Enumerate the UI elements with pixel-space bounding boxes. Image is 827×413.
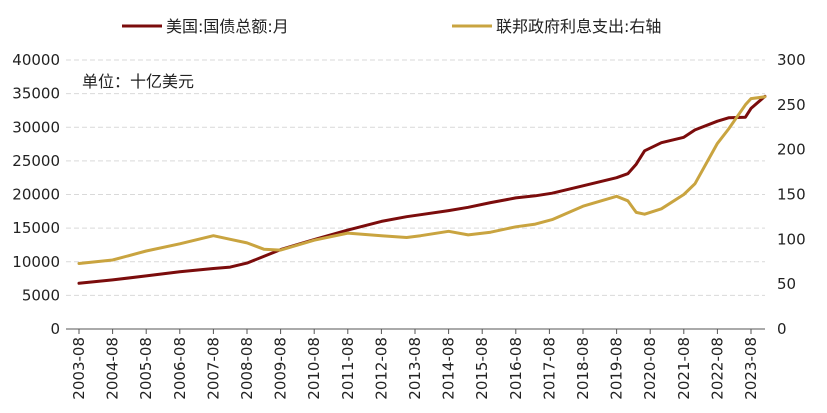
y-right-tick-label: 0 bbox=[777, 320, 787, 338]
y-right-tick-label: 150 bbox=[777, 186, 806, 204]
y-left-tick-label: 25000 bbox=[12, 152, 60, 170]
x-tick-label: 2014-08 bbox=[440, 337, 458, 400]
series-layer bbox=[77, 94, 767, 285]
unit-annotation: 单位：十亿美元 bbox=[82, 72, 194, 91]
y-right-tick-label: 300 bbox=[777, 51, 806, 69]
x-tick-label: 2019-08 bbox=[608, 337, 626, 400]
y-left-tick-label: 20000 bbox=[12, 186, 60, 204]
x-tick-label: 2021-08 bbox=[675, 337, 693, 400]
x-tick-label: 2012-08 bbox=[372, 337, 390, 400]
x-tick-label: 2009-08 bbox=[272, 337, 290, 400]
y-right-tick-label: 250 bbox=[777, 96, 806, 114]
x-tick-label: 2005-08 bbox=[137, 337, 155, 400]
legend-label: 美国:国债总额:月 bbox=[166, 17, 289, 36]
y-right-tick-label: 50 bbox=[777, 275, 796, 293]
y-left-tick-label: 35000 bbox=[12, 85, 60, 103]
x-tick-label: 2006-08 bbox=[171, 337, 189, 400]
x-tick-label: 2020-08 bbox=[641, 337, 659, 400]
y-right-tick-label: 100 bbox=[777, 230, 806, 248]
x-tick-label: 2017-08 bbox=[540, 337, 558, 400]
legend-label: 联邦政府利息支出:右轴 bbox=[496, 17, 661, 36]
y-left-tick-label: 30000 bbox=[12, 118, 60, 136]
y-left-tick-label: 5000 bbox=[22, 286, 60, 304]
series-line-debt bbox=[77, 94, 767, 285]
x-tick-label: 2007-08 bbox=[204, 337, 222, 400]
y-right-tick-label: 200 bbox=[777, 141, 806, 159]
gridlines bbox=[66, 59, 765, 296]
x-tick-label: 2016-08 bbox=[507, 337, 525, 400]
x-tick-label: 2008-08 bbox=[238, 337, 256, 400]
series-line-interest bbox=[77, 95, 767, 265]
x-tick-label: 2015-08 bbox=[473, 337, 491, 400]
x-tick-label: 2010-08 bbox=[305, 337, 323, 400]
y-left-tick-label: 15000 bbox=[12, 219, 60, 237]
legend: 美国:国债总额:月 联邦政府利息支出:右轴 bbox=[122, 17, 661, 36]
y-left-tick-label: 10000 bbox=[12, 253, 60, 271]
y-left-tick-label: 40000 bbox=[12, 51, 60, 69]
x-tick-label: 2022-08 bbox=[708, 337, 726, 400]
x-tick-label: 2004-08 bbox=[104, 337, 122, 400]
x-tick-label: 2003-08 bbox=[70, 337, 88, 400]
axes: 0 5000 10000 15000 20000 25000 30000 35000 40000… bbox=[12, 51, 805, 400]
y-left-tick-label: 0 bbox=[50, 320, 60, 338]
x-tick-label: 2023-08 bbox=[742, 337, 760, 400]
x-tick-label: 2018-08 bbox=[574, 337, 592, 400]
x-tick-label: 2011-08 bbox=[339, 337, 357, 400]
x-tick-label: 2013-08 bbox=[406, 337, 424, 400]
